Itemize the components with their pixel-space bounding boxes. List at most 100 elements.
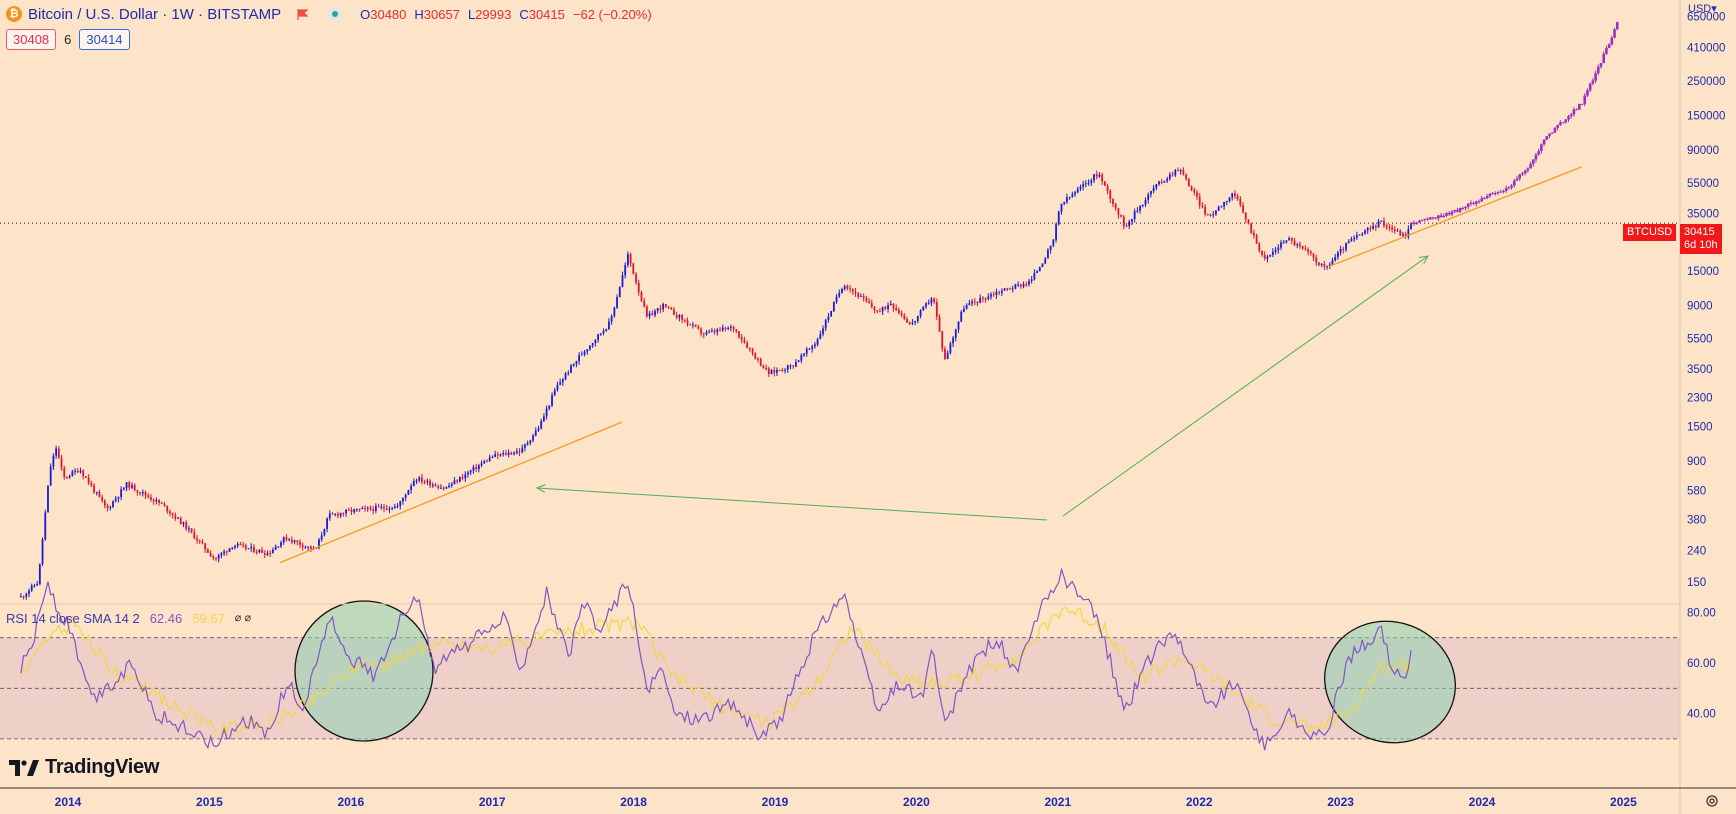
market-status-icon[interactable] — [328, 7, 343, 21]
candle — [266, 552, 269, 555]
candle — [789, 365, 792, 367]
gear-icon[interactable] — [1705, 794, 1719, 808]
candle — [38, 563, 41, 585]
candle — [824, 319, 827, 329]
candle — [364, 507, 366, 509]
candle — [1521, 173, 1524, 175]
candle — [1410, 222, 1413, 224]
candle — [1461, 208, 1465, 210]
candle — [542, 416, 545, 422]
candle — [179, 517, 182, 525]
candle — [1575, 109, 1578, 111]
price-tick-label: 240 — [1687, 545, 1706, 557]
candle — [1323, 263, 1326, 267]
candle — [721, 327, 724, 331]
price-tick-label: 1500 — [1687, 421, 1713, 433]
rsi-sma-value: 59.67 — [192, 611, 225, 626]
candle — [66, 476, 68, 478]
candle — [1228, 197, 1231, 202]
flag-icon[interactable] — [297, 8, 309, 20]
candle — [507, 452, 510, 455]
rsi-tick-label: 80.00 — [1687, 607, 1716, 619]
candle — [1374, 225, 1377, 228]
candle — [981, 297, 984, 299]
candle — [835, 296, 838, 303]
candle — [1261, 250, 1263, 255]
candle — [716, 329, 719, 333]
candle — [112, 501, 114, 507]
candle — [494, 454, 497, 457]
candle — [578, 355, 581, 361]
symbol-title[interactable]: Bitcoin / U.S. Dollar · 1W · BITSTAMP — [28, 5, 282, 23]
candle — [190, 528, 193, 533]
candle — [1594, 73, 1597, 81]
candle — [586, 349, 589, 352]
candle — [85, 476, 87, 478]
buy-button[interactable]: 30414 — [79, 29, 130, 50]
rsi-value: 62.46 — [149, 611, 183, 626]
candle — [1288, 238, 1291, 241]
candle — [169, 511, 171, 514]
candle — [1599, 63, 1603, 67]
candle — [1000, 290, 1003, 293]
candle — [339, 513, 342, 516]
candle — [1542, 139, 1546, 145]
candle — [456, 480, 459, 482]
price-tick-label: 150 — [1687, 577, 1706, 589]
candle — [613, 307, 616, 317]
candle — [597, 334, 599, 340]
sell-button[interactable]: 30408 — [6, 29, 57, 50]
candle — [499, 454, 502, 456]
candle — [71, 471, 74, 476]
year-tick-label: 2015 — [196, 795, 223, 809]
candle — [1355, 235, 1358, 238]
candle — [44, 512, 47, 540]
candle — [458, 477, 461, 482]
candle — [873, 306, 876, 311]
year-tick-label: 2017 — [479, 795, 506, 809]
currency-selector[interactable]: USD▾ — [1688, 3, 1717, 15]
candle — [645, 306, 648, 317]
price-axis[interactable]: 650000 410000 250000 150000 90000 55000 35000 1… — [1687, 11, 1725, 589]
candle — [1583, 95, 1587, 104]
candle — [933, 298, 936, 303]
candle — [318, 539, 320, 549]
candle — [274, 546, 277, 550]
ohlc-values: O30480 H30657 L29993 C30415 −62 (−0.20%) — [360, 7, 652, 22]
candle — [887, 305, 889, 309]
candle — [1049, 245, 1052, 250]
candle — [1152, 187, 1155, 192]
ohlc-open: O30480 — [360, 6, 407, 22]
candle — [477, 465, 480, 470]
candle — [816, 339, 819, 345]
candle — [1112, 199, 1114, 205]
candle — [841, 288, 843, 293]
highlight-ellipse-2016 — [294, 600, 434, 742]
candle — [854, 291, 857, 294]
time-axis[interactable]: 2014 2015 2016 2017 2018 2019 2020 2021 2022 2023… — [55, 795, 1637, 809]
candle — [973, 301, 976, 303]
candle — [253, 546, 255, 552]
candle — [1396, 230, 1399, 232]
candle — [404, 494, 407, 498]
rsi-legend[interactable]: RSI 14 close SMA 14 2 62.46 59.67 ⌀ ⌀ — [6, 611, 251, 626]
candle — [1090, 180, 1093, 183]
last-price-tag: 30415 6d 10h — [1680, 224, 1722, 254]
candle — [1185, 174, 1188, 180]
candle — [1326, 265, 1328, 267]
candle — [621, 275, 624, 287]
candle — [1003, 288, 1006, 291]
candle — [724, 327, 727, 330]
candle — [1025, 284, 1028, 286]
candle — [686, 320, 689, 325]
candle — [320, 535, 323, 540]
candle — [832, 302, 835, 312]
candle — [95, 492, 98, 494]
candle — [366, 507, 369, 509]
candle — [114, 498, 117, 502]
candle — [423, 481, 426, 483]
candle — [158, 499, 160, 503]
candle — [575, 360, 578, 364]
candle — [889, 303, 892, 306]
